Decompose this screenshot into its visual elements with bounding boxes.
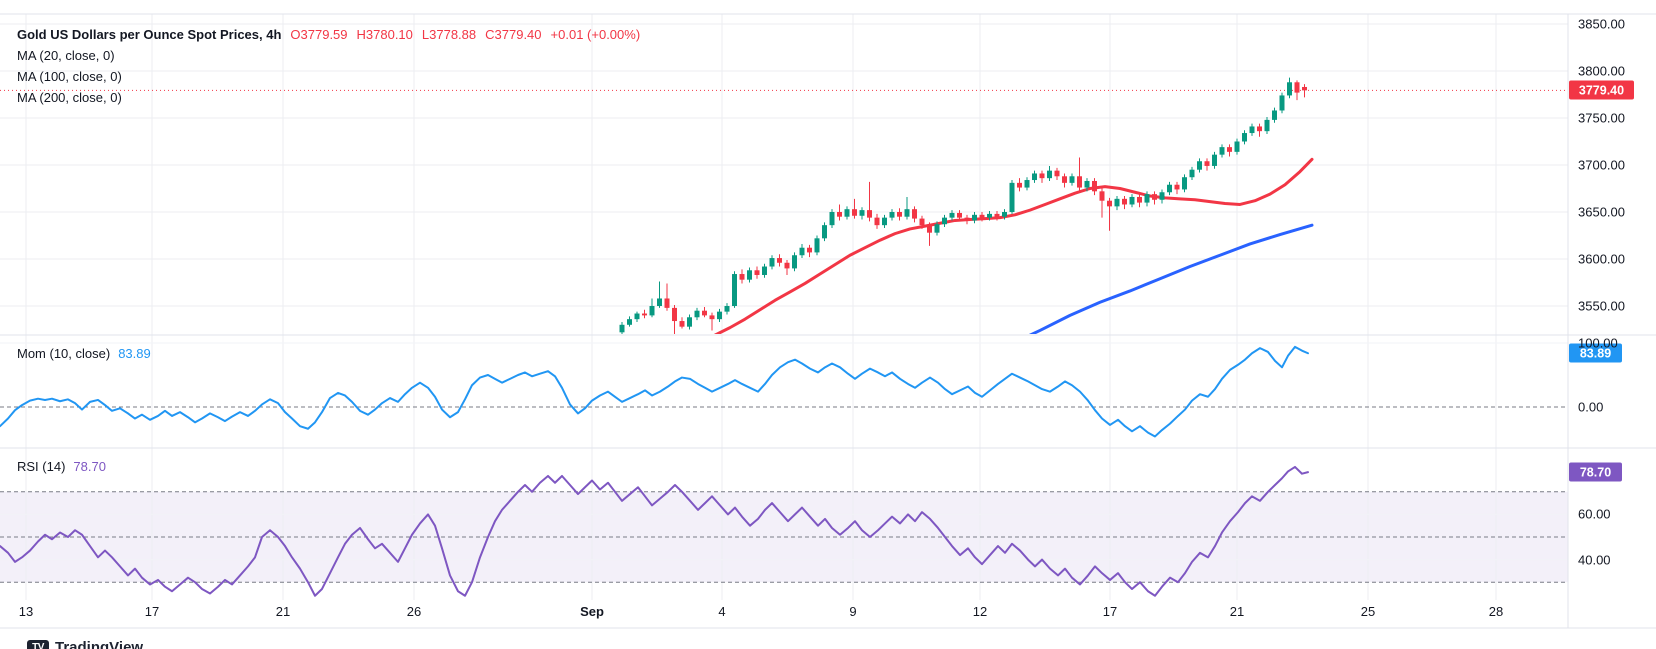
ma100-legend[interactable]: MA (100, close, 0) [17,69,122,84]
rsi-axis-label: 40.00 [1578,552,1611,568]
time-axis-label: 4 [718,604,726,619]
symbol-title: Gold US Dollars per Ounce Spot Prices, 4… [17,27,282,42]
tradingview-glyph-icon: TV [27,639,49,649]
price-axis-label: 3550.00 [1578,298,1625,314]
time-axis-label: 25 [1360,604,1376,619]
price-change: +0.01 (+0.00%) [550,27,641,42]
time-axis-label: 21 [275,604,291,619]
momentum-legend[interactable]: Mom (10, close) 83.89 [17,346,151,362]
symbol-legend[interactable]: Gold US Dollars per Ounce Spot Prices, 4… [17,27,640,43]
time-axis-label: 12 [972,604,988,619]
ohlc-high: H3780.10 [356,27,413,42]
time-axis-label: Sep [580,604,604,619]
time-axis-label: 26 [406,604,422,619]
time-axis-label: 17 [1102,604,1118,619]
time-axis-label: 13 [18,604,34,619]
price-axis-label: 3600.00 [1578,251,1625,267]
price-axis-label: 3750.00 [1578,110,1625,126]
price-axis-label: 3850.00 [1578,16,1625,32]
momentum-legend-title: Mom (10, close) [17,346,111,361]
time-axis-label: 17 [144,604,160,619]
price-axis-label: 3700.00 [1578,157,1625,173]
ma20-legend[interactable]: MA (20, close, 0) [17,48,115,63]
rsi-value: 78.70 [73,459,106,474]
rsi-legend-title: RSI (14) [17,459,66,474]
momentum-axis-label: 100.00 [1578,335,1618,351]
rsi-axis-label: 60.00 [1578,506,1611,522]
rsi-badge: 78.70 [1569,462,1622,482]
last-price-badge: 3779.40 [1569,80,1634,100]
ohlc-low: L3778.88 [421,27,477,42]
tradingview-logo[interactable]: TV TradingView [27,639,143,649]
time-axis-label: 9 [849,604,857,619]
ma200-legend[interactable]: MA (200, close, 0) [17,90,122,105]
price-axis-label: 3800.00 [1578,63,1625,79]
momentum-value: 83.89 [118,346,151,361]
momentum-badge: 83.89 [1569,343,1622,363]
momentum-axis-label: 0.00 [1578,399,1604,415]
ohlc-open: O3779.59 [290,27,348,42]
tradingview-wordmark: TradingView [55,639,144,649]
time-axis-label: 21 [1229,604,1245,619]
price-axis-label: 3650.00 [1578,204,1625,220]
time-axis-label: 28 [1488,604,1504,619]
ohlc-close: C3779.40 [485,27,542,42]
rsi-legend[interactable]: RSI (14) 78.70 [17,459,106,475]
